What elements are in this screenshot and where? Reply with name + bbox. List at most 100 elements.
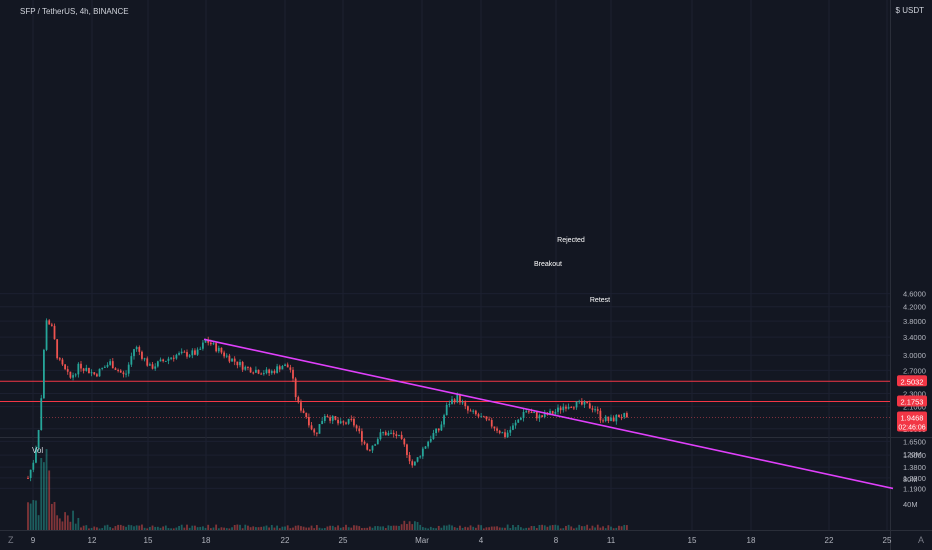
candle-body [347, 418, 350, 424]
candle-body [618, 414, 620, 418]
candle-body [90, 372, 93, 374]
candle-body [231, 358, 233, 362]
volume-bar [96, 527, 98, 530]
price-axis-badge[interactable] [897, 375, 927, 387]
volume-bar [567, 524, 570, 530]
volume-bar [496, 526, 498, 530]
price-axis-badge[interactable] [897, 411, 927, 432]
volume-bar [512, 524, 514, 530]
volume-bar [180, 524, 183, 530]
price-tick-label: 3.8000 [903, 317, 926, 326]
candle-body [204, 340, 207, 343]
volume-bar [236, 524, 239, 530]
candle-body [64, 364, 66, 370]
candle-body [400, 434, 403, 439]
candle-body [543, 412, 546, 417]
volume-bar [231, 527, 233, 530]
volume-bar [154, 526, 157, 530]
price-axis-badge-value: 2.1753 [901, 398, 924, 407]
candle-body [186, 352, 188, 357]
candle-body [69, 371, 72, 378]
volume-bar [125, 526, 127, 530]
volume-bar [276, 525, 278, 530]
volume-bar [435, 528, 437, 530]
volume-bar [50, 503, 53, 530]
volume-bar [573, 528, 575, 530]
volume-bar [194, 525, 196, 530]
candle-body [72, 375, 74, 378]
volume-bar [358, 526, 361, 530]
candle-body [580, 401, 583, 405]
volume-bar [517, 525, 520, 530]
volume-bar [61, 521, 64, 530]
volume-bar [588, 528, 591, 530]
volume-bar [260, 526, 263, 530]
candle-body [374, 444, 377, 446]
volume-bar [175, 527, 178, 530]
candle-body [252, 372, 255, 374]
symbol-title[interactable]: SFP / TetherUS, 4h, BINANCE [20, 7, 129, 16]
candle-body [286, 364, 289, 368]
volume-bar [40, 457, 43, 530]
footer-right-text[interactable]: A [917, 535, 924, 545]
volume-bar [403, 520, 406, 530]
footer-left-text[interactable]: Z [8, 535, 14, 545]
volume-bar [376, 526, 379, 530]
volume-bar [604, 528, 607, 530]
volume-bar [342, 527, 345, 530]
volume-bar [339, 527, 342, 530]
candle-body [111, 361, 114, 369]
candle-body [289, 367, 292, 370]
candle-body [591, 408, 594, 410]
candle-body [228, 355, 231, 362]
volume-bar [207, 524, 210, 530]
volume-bar [551, 525, 554, 530]
volume-bar [74, 523, 77, 530]
candle-body [308, 417, 310, 426]
volume-bar [220, 527, 223, 530]
candle-body [607, 416, 610, 421]
volume-bar [172, 528, 175, 530]
volume-bar [53, 501, 56, 530]
time-tick-label: 22 [825, 536, 834, 545]
candle-body [281, 366, 284, 370]
candle-body [172, 357, 175, 359]
volume-bar [477, 524, 480, 530]
candle-body [421, 448, 424, 457]
volume-bar [122, 525, 125, 530]
volume-bar [623, 524, 626, 530]
volume-bar [371, 527, 374, 530]
volume-bar [178, 525, 180, 530]
candle-body [191, 350, 194, 356]
volume-bar [191, 525, 194, 530]
candle-body [623, 413, 626, 418]
annotation-breakout: Breakout [534, 261, 562, 268]
price-axis-badge[interactable] [897, 395, 927, 407]
candle-body [217, 347, 220, 352]
volume-bar [546, 526, 549, 530]
volume-bar [278, 528, 281, 530]
candle-body [178, 353, 180, 355]
volume-bar [135, 525, 138, 530]
volume-bar [615, 527, 618, 530]
candle-body [398, 434, 400, 436]
price-tick-label: 2.3000 [903, 389, 926, 398]
currency-label[interactable]: $ USDT [895, 6, 924, 15]
candle-body [315, 432, 318, 434]
volume-label[interactable]: Vol [32, 446, 43, 455]
volume-bar [361, 528, 363, 530]
volume-bar [618, 525, 620, 530]
candle-body [424, 446, 427, 449]
candle-body [512, 425, 514, 430]
candle-body [183, 351, 186, 353]
volume-bar [164, 525, 167, 530]
volume-bar [448, 524, 451, 530]
candle-body [313, 429, 316, 433]
candle-body [220, 347, 223, 353]
volume-bar [58, 518, 61, 530]
candle-body [498, 430, 501, 433]
trendline[interactable] [203, 338, 894, 490]
volume-bar [379, 526, 382, 530]
candle-body [268, 369, 271, 374]
